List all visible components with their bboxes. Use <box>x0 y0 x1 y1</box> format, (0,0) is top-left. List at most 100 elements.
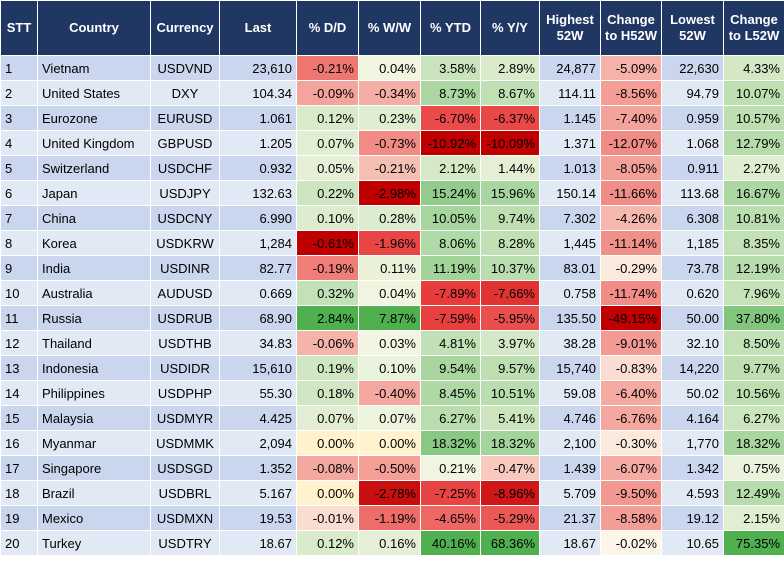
cell: 12.19% <box>723 255 784 281</box>
cell: 75.35% <box>723 530 784 556</box>
cell: -10.92% <box>420 130 481 156</box>
cell: 1,445 <box>539 230 601 256</box>
cell: 12 <box>0 330 38 356</box>
cell: 7.302 <box>539 205 601 231</box>
cell: 8 <box>0 230 38 256</box>
cell: -0.83% <box>600 355 662 381</box>
cell: 6.27% <box>420 405 481 431</box>
cell: USDTRY <box>150 530 220 556</box>
cell: 2.84% <box>296 305 359 331</box>
cell: China <box>37 205 151 231</box>
cell: -8.96% <box>480 480 540 506</box>
cell: Australia <box>37 280 151 306</box>
data-row: 9 India USDINR 82.77 -0.19% 0.11% 11.19% 10.37%… <box>0 255 784 281</box>
cell: Japan <box>37 180 151 206</box>
cell: 14 <box>0 380 38 406</box>
cell: Philippines <box>37 380 151 406</box>
cell: 59.08 <box>539 380 601 406</box>
fx-table: STT Country Currency Last% D/D% W/W% YTD% Y… <box>0 0 784 556</box>
cell: 10.05% <box>420 205 481 231</box>
cell: 0.620 <box>661 280 724 306</box>
cell: 0.10% <box>358 355 421 381</box>
header-cell: Change to L52W <box>723 0 784 56</box>
cell: 0.05% <box>296 155 359 181</box>
header-cell: % YTD <box>420 0 481 56</box>
cell: -5.29% <box>480 505 540 531</box>
data-row: 3 Eurozone EURUSD 1.061 0.12% 0.23% -6.70% -6.3… <box>0 105 784 131</box>
cell: USDCNY <box>150 205 220 231</box>
cell: 2.89% <box>480 55 540 81</box>
cell: -2.78% <box>358 480 421 506</box>
cell: 0.07% <box>358 405 421 431</box>
cell: -0.21% <box>296 55 359 81</box>
cell: GBPUSD <box>150 130 220 156</box>
cell: 8.50% <box>723 330 784 356</box>
cell: 18.32% <box>420 430 481 456</box>
cell: Indonesia <box>37 355 151 381</box>
cell: 1.068 <box>661 130 724 156</box>
cell: -11.74% <box>600 280 662 306</box>
cell: 23,610 <box>219 55 297 81</box>
cell: 94.79 <box>661 80 724 106</box>
cell: -49.15% <box>600 305 662 331</box>
cell: 1 <box>0 55 38 81</box>
cell: 50.00 <box>661 305 724 331</box>
cell: DXY <box>150 80 220 106</box>
cell: USDSGD <box>150 455 220 481</box>
cell: 11.19% <box>420 255 481 281</box>
cell: -12.07% <box>600 130 662 156</box>
cell: 50.02 <box>661 380 724 406</box>
cell: 32.10 <box>661 330 724 356</box>
cell: 5.41% <box>480 405 540 431</box>
cell: 6.27% <box>723 405 784 431</box>
cell: USDRUB <box>150 305 220 331</box>
cell: AUDUSD <box>150 280 220 306</box>
cell: 13 <box>0 355 38 381</box>
cell: 8.35% <box>723 230 784 256</box>
cell: -0.61% <box>296 230 359 256</box>
data-row: 11 Russia USDRUB 68.90 2.84% 7.87% -7.59% -5.95… <box>0 305 784 331</box>
cell: 0.669 <box>219 280 297 306</box>
cell: 1,284 <box>219 230 297 256</box>
cell: 18.67 <box>539 530 601 556</box>
cell: Switzerland <box>37 155 151 181</box>
cell: 150.14 <box>539 180 601 206</box>
cell: 7 <box>0 205 38 231</box>
cell: -9.50% <box>600 480 662 506</box>
cell: -7.59% <box>420 305 481 331</box>
data-row: 7 China USDCNY 6.990 0.10% 0.28% 10.05% 9.74% 7.… <box>0 205 784 231</box>
cell: 0.07% <box>296 130 359 156</box>
cell: -8.56% <box>600 80 662 106</box>
cell: 9.74% <box>480 205 540 231</box>
header-row: STT Country Currency Last% D/D% W/W% YTD% Y… <box>0 0 784 56</box>
cell: 8.67% <box>480 80 540 106</box>
cell: 17 <box>0 455 38 481</box>
cell: 37.80% <box>723 305 784 331</box>
cell: -0.09% <box>296 80 359 106</box>
data-row: 4 United Kingdom GBPUSD 1.205 0.07% -0.73% -10… <box>0 130 784 156</box>
header-cell: % W/W <box>358 0 421 56</box>
cell: 8.28% <box>480 230 540 256</box>
cell: USDIDR <box>150 355 220 381</box>
cell: Brazil <box>37 480 151 506</box>
cell: 0.932 <box>219 155 297 181</box>
cell: 8.73% <box>420 80 481 106</box>
cell: 1.44% <box>480 155 540 181</box>
cell: -6.40% <box>600 380 662 406</box>
cell: 15,610 <box>219 355 297 381</box>
cell: USDCHF <box>150 155 220 181</box>
header-cell: Change to H52W <box>600 0 662 56</box>
cell: 4.164 <box>661 405 724 431</box>
cell: 4 <box>0 130 38 156</box>
data-row: 15 Malaysia USDMYR 4.425 0.07% 0.07% 6.27% 5.41… <box>0 405 784 431</box>
cell: 18.32% <box>723 430 784 456</box>
header-cell: Highest 52W <box>539 0 601 56</box>
cell: -0.06% <box>296 330 359 356</box>
cell: 0.10% <box>296 205 359 231</box>
cell: 0.00% <box>296 480 359 506</box>
cell: 6.308 <box>661 205 724 231</box>
cell: 1.352 <box>219 455 297 481</box>
cell: -0.47% <box>480 455 540 481</box>
cell: 0.911 <box>661 155 724 181</box>
